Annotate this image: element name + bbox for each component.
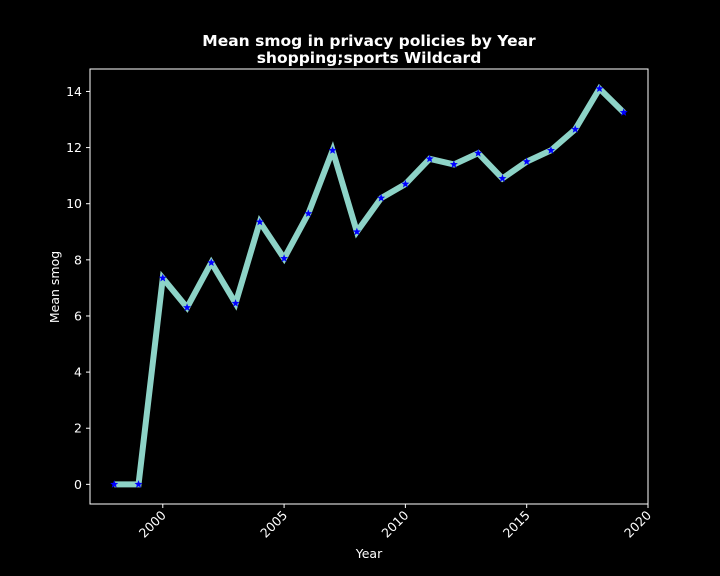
data-point [401,179,410,188]
data-point [207,258,216,267]
data-point [255,217,264,226]
data-point [571,125,580,133]
y-tick-label: 0 [74,477,82,492]
y-axis-label: Mean smog [47,251,62,323]
y-tick-label: 12 [66,140,82,155]
y-tick-label: 4 [74,365,82,380]
x-tick-label: 2020 [621,507,654,540]
x-tick-label: 2000 [136,507,169,540]
data-point [110,480,119,488]
data-point [183,303,192,311]
chart-title: Mean smog in privacy policies by Year [202,32,536,50]
x-tick-label: 2010 [378,507,411,540]
data-point [328,146,337,154]
y-axis: 0 2 4 6 8 10 12 14 [66,84,90,492]
y-tick-label: 10 [66,196,82,211]
x-axis: 2000 2005 2010 2015 2020 [136,504,654,541]
y-tick-label: 6 [74,308,82,323]
y-tick-label: 8 [74,252,82,267]
plot-area [89,68,649,505]
y-tick-label: 2 [74,421,82,436]
data-point [425,154,434,163]
chart-subtitle: shopping;sports Wildcard [257,49,482,67]
data-point [595,84,604,93]
data-point [619,108,628,116]
data-point [449,160,458,168]
data-point [304,209,313,217]
data-point [522,157,531,166]
x-axis-label: Year [355,546,383,561]
data-point [134,480,143,488]
data-point [231,299,240,307]
data-point [280,254,289,262]
data-point [352,227,361,236]
data-point [377,193,386,202]
series-layer [110,83,628,488]
x-tick-label: 2005 [257,508,290,541]
series-line [114,83,626,488]
data-point [474,148,483,157]
data-point [158,273,167,282]
x-tick-label: 2015 [500,508,533,541]
y-tick-label: 14 [66,84,82,99]
data-point [546,146,555,154]
data-point [498,174,507,182]
